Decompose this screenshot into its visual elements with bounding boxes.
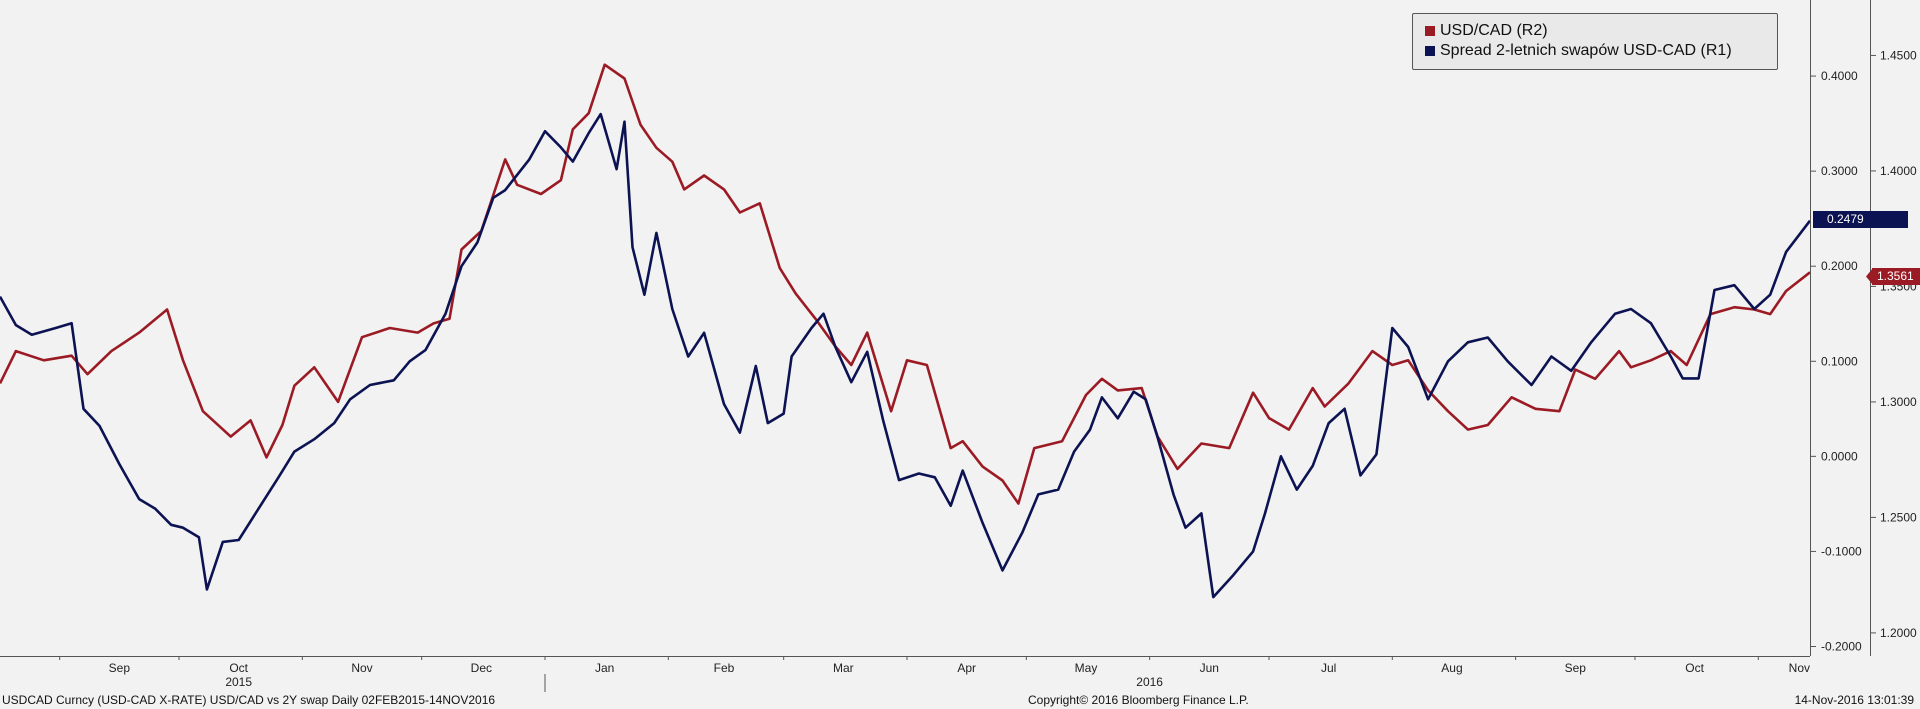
tick-label-x: Mar bbox=[833, 661, 854, 675]
year-label-2016: 2016 bbox=[1136, 675, 1163, 689]
tick-label-x: May bbox=[1075, 661, 1098, 675]
legend-label-spread: Spread 2-letnich swapów USD-CAD (R1) bbox=[1440, 42, 1732, 59]
tick-label-x: Jan bbox=[595, 661, 614, 675]
legend-swatch-usdcad bbox=[1425, 26, 1435, 36]
tick-label-r2: 1.4500 bbox=[1880, 48, 1917, 62]
tick-label-x: Sep bbox=[1565, 661, 1587, 675]
tick-label-x: Jul bbox=[1321, 661, 1336, 675]
tick-label-x: Nov bbox=[1789, 661, 1810, 675]
tick-label-r1: 0.2000 bbox=[1821, 259, 1858, 273]
tick-label-x: Jun bbox=[1200, 661, 1219, 675]
legend-item-usdcad: USD/CAD (R2) bbox=[1425, 21, 1548, 41]
tick-label-r2: 1.2000 bbox=[1880, 626, 1917, 640]
footer-right: 14-Nov-2016 13:01:39 bbox=[1794, 693, 1914, 707]
tick-label-r1: -0.1000 bbox=[1821, 544, 1862, 558]
legend: USD/CAD (R2) Spread 2-letnich swapów USD… bbox=[1412, 13, 1778, 70]
tick-label-r2: 1.3000 bbox=[1880, 395, 1917, 409]
plot-area bbox=[0, 63, 1812, 599]
series-line-usdcad bbox=[0, 63, 1811, 505]
tick-label-x: Aug bbox=[1441, 661, 1462, 675]
tick-label-x: Feb bbox=[714, 661, 735, 675]
footer-center: Copyright© 2016 Bloomberg Finance L.P. bbox=[1028, 693, 1249, 707]
series-line-spread bbox=[0, 112, 1812, 599]
legend-swatch-spread bbox=[1425, 46, 1435, 56]
tick-label-r1: 0.4000 bbox=[1821, 69, 1858, 83]
tick-label-x: Dec bbox=[471, 661, 492, 675]
tick-label-x: Sep bbox=[109, 661, 131, 675]
last-value-tag-usdcad: 1.3561 bbox=[1872, 268, 1920, 285]
tick-label-r1: 0.0000 bbox=[1821, 449, 1858, 463]
tick-label-r1: 0.1000 bbox=[1821, 354, 1858, 368]
year-label-2015: 2015 bbox=[225, 675, 252, 689]
footer-left: USDCAD Curncy (USD-CAD X-RATE) USD/CAD v… bbox=[2, 693, 496, 707]
last-value-spread: 0.2479 bbox=[1827, 212, 1864, 226]
tick-label-r2: 1.2500 bbox=[1880, 510, 1917, 524]
tag-pointer-usdcad bbox=[1866, 268, 1873, 285]
last-value-tag-spread: 0.2479 bbox=[1813, 211, 1908, 228]
last-value-usdcad: 1.3561 bbox=[1877, 269, 1914, 283]
tick-label-x: Nov bbox=[351, 661, 372, 675]
tick-label-x: Oct bbox=[1685, 661, 1704, 675]
axes: 0.4000 0.3000 0.2000 0.1000 0.0000 -0.1000 -0.… bbox=[0, 0, 1917, 692]
tick-label-r2: 1.4000 bbox=[1880, 164, 1917, 178]
tick-label-r1: 0.3000 bbox=[1821, 164, 1858, 178]
tick-label-x: Oct bbox=[229, 661, 248, 675]
tick-label-x: Apr bbox=[957, 661, 976, 675]
legend-item-spread: Spread 2-letnich swapów USD-CAD (R1) bbox=[1425, 41, 1732, 61]
tick-label-r1: -0.2000 bbox=[1821, 639, 1862, 653]
legend-label-usdcad: USD/CAD (R2) bbox=[1440, 22, 1548, 39]
